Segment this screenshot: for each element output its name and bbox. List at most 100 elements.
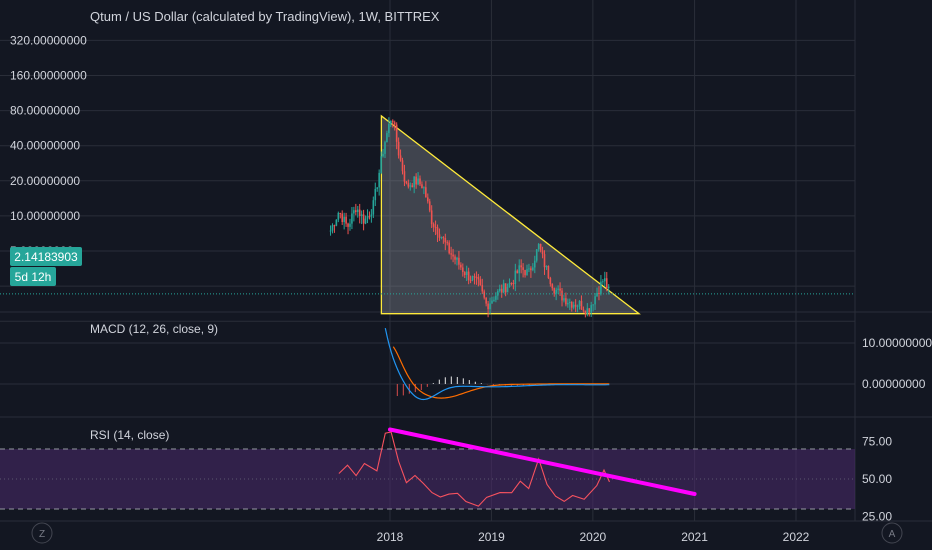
price-panel[interactable]	[0, 114, 855, 318]
candle	[520, 265, 522, 268]
macd-line	[384, 327, 610, 401]
timezone-icon	[31, 522, 53, 544]
candle	[390, 120, 392, 125]
candle	[384, 142, 386, 154]
price-tick-label: 320.00000000	[10, 33, 87, 47]
auto-scale-icon	[881, 522, 903, 544]
candle	[364, 218, 367, 224]
candle	[605, 278, 608, 289]
candle	[514, 270, 517, 284]
candle	[341, 213, 344, 223]
candle	[535, 249, 538, 261]
rsi-panel[interactable]	[0, 427, 855, 510]
candle	[524, 269, 526, 276]
candle	[434, 226, 437, 228]
candle	[462, 267, 464, 273]
candle	[512, 283, 515, 285]
candle	[454, 256, 456, 260]
candle	[584, 310, 587, 314]
candle	[530, 268, 532, 271]
candle	[353, 210, 355, 214]
candle	[532, 267, 534, 271]
candle	[426, 197, 429, 202]
candle	[450, 253, 452, 255]
candle	[518, 265, 521, 274]
candle	[568, 301, 571, 304]
candle	[526, 269, 528, 276]
candle	[448, 242, 450, 254]
candle	[504, 283, 507, 293]
price-badge[interactable]: 2.14183903	[10, 247, 82, 266]
candle	[485, 297, 487, 304]
candle	[333, 225, 336, 227]
candle	[452, 254, 454, 257]
candle	[337, 212, 340, 220]
chart-title: Qtum / US Dollar (calculated by TradingV…	[90, 9, 440, 24]
candle	[368, 216, 371, 218]
candle	[604, 278, 606, 282]
descending-triangle[interactable]	[380, 114, 641, 315]
countdown-badge-value: 5d 12h	[15, 270, 52, 284]
candle	[592, 304, 594, 306]
candle	[528, 268, 530, 270]
candle	[596, 292, 598, 297]
macd-tick-label: 10.00000000	[862, 336, 932, 350]
candle	[598, 292, 600, 294]
candle	[497, 290, 499, 296]
candle	[502, 283, 505, 293]
candle	[551, 284, 554, 289]
candle	[360, 214, 363, 216]
candle	[477, 277, 480, 280]
candle	[467, 271, 470, 281]
countdown-badge: 5d 12h	[10, 267, 56, 286]
candle	[358, 209, 361, 216]
candle	[399, 155, 402, 161]
x-tick-label: 2021	[681, 530, 708, 544]
rsi-legend: RSI (14, close)	[90, 428, 169, 442]
candle	[607, 286, 610, 289]
candle	[465, 271, 468, 276]
timezone-label: Z	[39, 529, 45, 540]
candle	[543, 254, 546, 268]
rsi-tick-label: 25.00	[862, 510, 892, 524]
macd-signal-line	[392, 346, 610, 399]
candle	[401, 160, 404, 172]
candle	[391, 120, 394, 123]
candle	[567, 303, 569, 305]
candle	[516, 270, 519, 274]
candle	[541, 250, 544, 255]
candle	[463, 272, 466, 276]
candle	[376, 187, 379, 189]
candle	[489, 303, 491, 310]
candle	[430, 210, 433, 225]
candle	[602, 281, 604, 283]
candle	[493, 299, 495, 301]
candle	[547, 265, 550, 278]
macd-panel[interactable]	[384, 327, 610, 401]
auto-scale-button[interactable]: A	[881, 522, 903, 544]
candle	[403, 171, 406, 182]
candle	[351, 213, 353, 224]
price-tick-label: 20.00000000	[10, 174, 80, 188]
candle	[473, 276, 476, 278]
candle	[331, 225, 334, 231]
candle	[386, 133, 388, 143]
candle	[370, 214, 373, 217]
candle	[586, 308, 589, 314]
rsi-trendline[interactable]	[388, 427, 697, 496]
candle	[582, 309, 585, 311]
candle	[559, 288, 561, 291]
price-tick-label: 10.00000000	[10, 209, 80, 223]
candle	[438, 234, 441, 238]
candle	[356, 209, 359, 213]
candle	[580, 300, 583, 310]
candle	[460, 264, 462, 268]
candle	[444, 237, 447, 243]
candle	[469, 280, 472, 282]
candle	[471, 276, 474, 281]
price-tick-label: 40.00000000	[10, 139, 80, 153]
candle	[600, 281, 602, 294]
timezone-button[interactable]: Z	[31, 522, 53, 544]
candle	[508, 282, 511, 287]
candle	[491, 300, 493, 304]
